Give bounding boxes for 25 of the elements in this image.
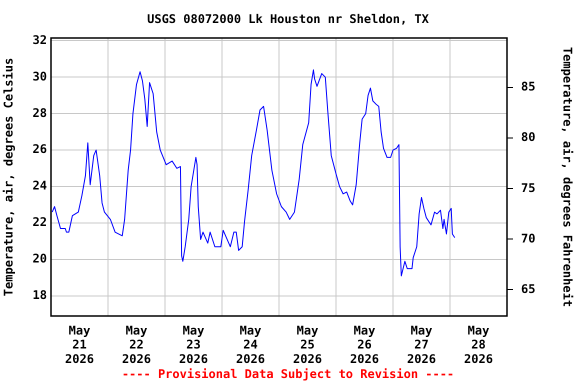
chart-title: USGS 08072000 Lk Houston nr Sheldon, TX — [147, 12, 430, 26]
x-tick-label: May 27 2026 — [407, 323, 436, 366]
x-tick-label: May 26 2026 — [350, 323, 379, 366]
y2-tick-label: 75 — [521, 180, 536, 195]
y-tick-label: 26 — [32, 142, 47, 156]
y2-tick-label: 70 — [521, 231, 536, 246]
y2-tick-label: 65 — [521, 282, 536, 296]
x-tick-label: May 22 2026 — [122, 323, 151, 366]
y-tick-label: 28 — [32, 106, 47, 120]
y-tick-label: 18 — [32, 288, 47, 302]
y-tick-label: 30 — [32, 69, 47, 84]
y-tick-label: 20 — [32, 252, 47, 266]
x-tick-label: May 25 2026 — [293, 323, 322, 366]
y-axis-title: Temperature, air, degrees Celsius — [1, 58, 16, 296]
x-tick-label: May 28 2026 — [464, 323, 493, 366]
y2-tick-label: 80 — [521, 130, 536, 144]
x-tick-label: May 23 2026 — [179, 323, 208, 366]
y-tick-label: 32 — [32, 32, 47, 47]
y2-tick-label: 85 — [521, 80, 536, 94]
x-tick-label: May 21 2026 — [65, 323, 94, 366]
x-tick-label: May 24 2026 — [236, 323, 265, 366]
y-tick-label: 22 — [32, 215, 47, 230]
y2-axis-title: Temperature, air, degrees Fahrenheit — [560, 46, 575, 308]
y-tick-label: 24 — [32, 178, 47, 193]
text: ---- Provisional Data Subject to Revision ---- — [122, 367, 454, 382]
